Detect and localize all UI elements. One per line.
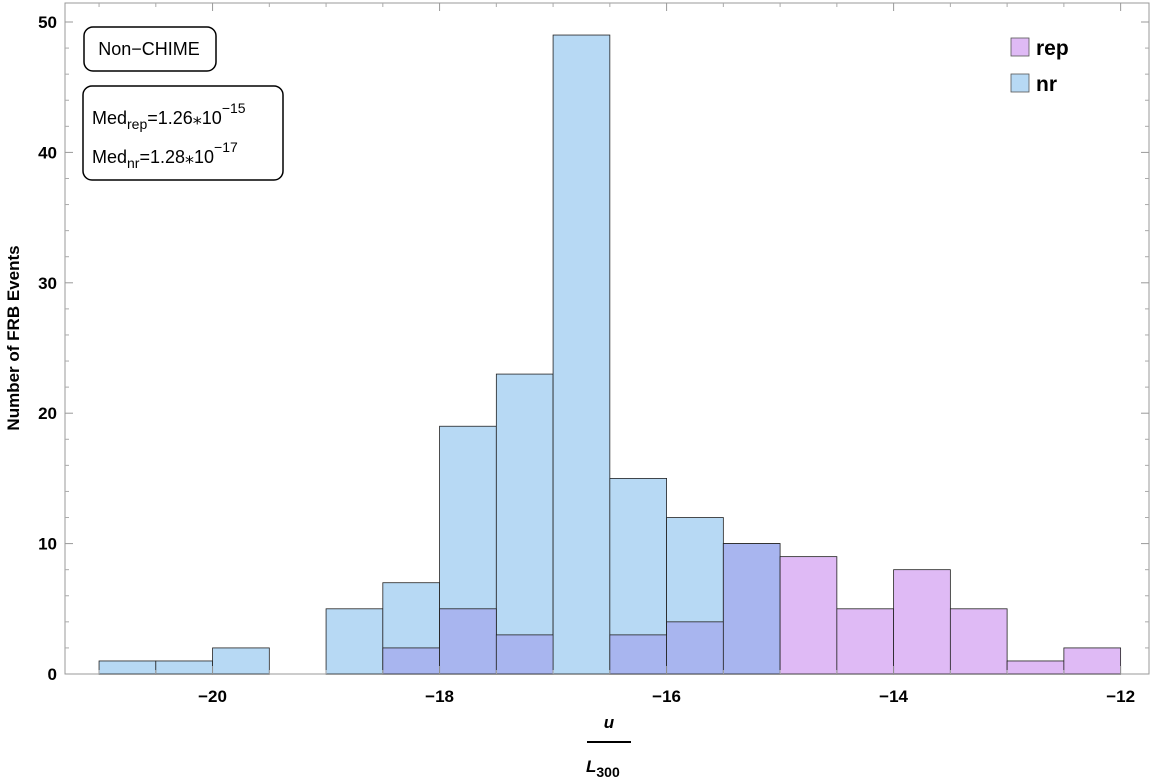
median-box: Medrep=1.26⁎10−15 Mednr=1.28⁎10−17 — [82, 85, 284, 181]
bar-nr — [552, 34, 611, 675]
bars-layer — [98, 34, 1122, 675]
bar-rep — [666, 621, 724, 675]
legend-swatch-nr — [1010, 73, 1030, 93]
annotation-label: Non−CHIME — [98, 39, 200, 59]
legend-label-rep: rep — [1036, 37, 1069, 60]
bar-nr — [98, 660, 157, 675]
x-tick-label: −20 — [198, 687, 227, 706]
x-axis-title-numerator: u — [604, 713, 615, 732]
bar-nr — [325, 608, 384, 675]
legend-swatch-rep — [1010, 37, 1030, 57]
x-axis-title-denominator-sub: 300 — [596, 764, 620, 779]
bar-rep — [609, 634, 667, 675]
y-tick-label: 10 — [38, 535, 57, 554]
x-tick-label: −14 — [879, 687, 908, 706]
x-tick-label: −16 — [652, 687, 681, 706]
x-axis-title: u L300 — [586, 713, 631, 779]
bar-rep — [836, 608, 895, 675]
bar-rep — [893, 569, 951, 675]
bar-rep — [722, 543, 781, 675]
x-axis-title-denominator-main: L — [586, 757, 596, 776]
y-tick-label: 20 — [38, 404, 57, 423]
x-axis-title-denominator: L300 — [586, 757, 620, 779]
median-nr: Mednr=1.28⁎10−17 — [92, 139, 238, 171]
bar-rep — [949, 608, 1008, 675]
median-rep: Medrep=1.26⁎10−15 — [92, 100, 246, 132]
y-tick-label: 50 — [38, 13, 57, 32]
annotation-box: Non−CHIME — [83, 26, 217, 72]
bar-nr — [155, 660, 213, 675]
y-axis-title: Number of FRB Events — [4, 245, 23, 430]
bar-rep — [1006, 660, 1065, 675]
bar-rep — [779, 556, 838, 675]
ticks-layer: −20 −18 −16 −14 −12 0 10 20 30 40 50 — [38, 3, 1149, 706]
legend: rep nr — [1010, 37, 1069, 96]
bar-rep — [1063, 647, 1122, 675]
y-tick-label: 0 — [48, 665, 57, 684]
legend-label-nr: nr — [1036, 73, 1057, 96]
bar-rep — [495, 634, 554, 675]
bar-nr — [495, 373, 554, 675]
bar-rep — [439, 608, 497, 675]
y-tick-label: 30 — [38, 274, 57, 293]
bar-nr — [212, 647, 270, 675]
bar-rep — [382, 647, 440, 675]
x-tick-label: −18 — [425, 687, 454, 706]
y-tick-label: 40 — [38, 143, 57, 162]
x-tick-label: −12 — [1106, 687, 1135, 706]
